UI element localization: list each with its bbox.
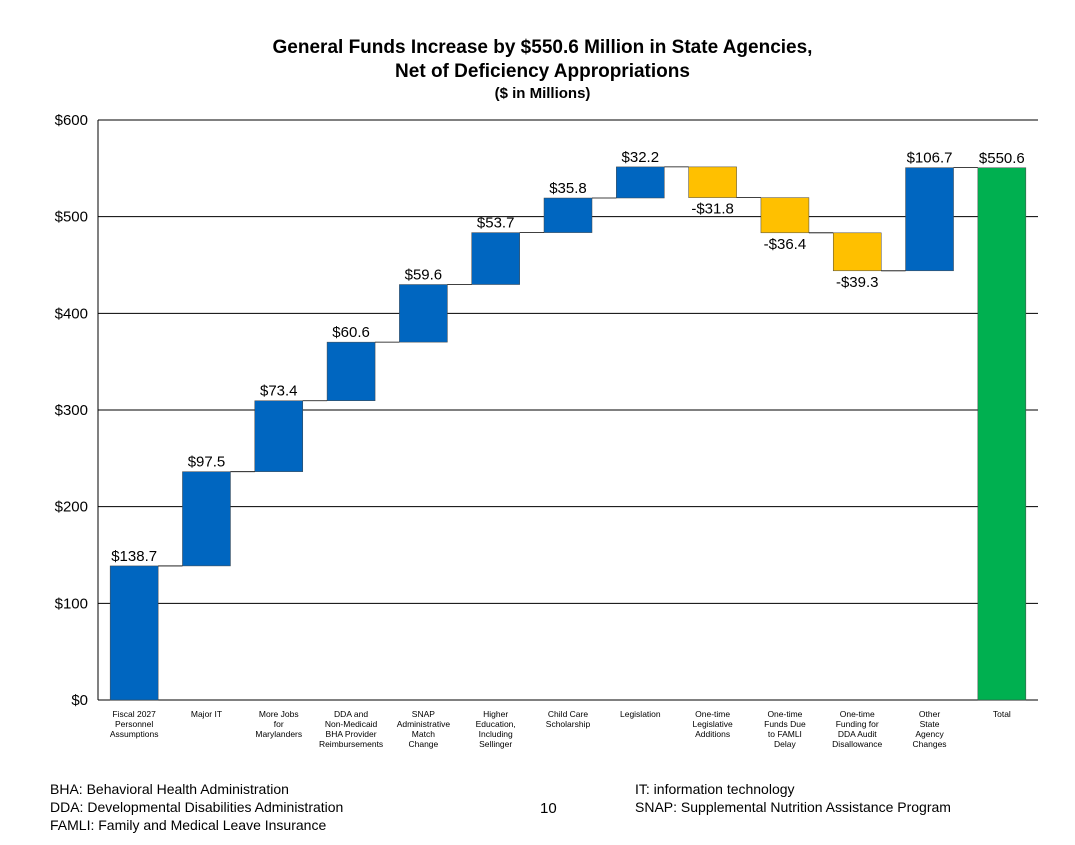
data-label: $53.7 [477, 215, 515, 232]
waterfall-bar [471, 232, 520, 285]
x-category-label: Other State Agency Changes [913, 709, 947, 749]
chart-subtitle: ($ in Millions) [494, 85, 591, 102]
x-category-label: Major IT [191, 709, 222, 719]
footer-abbreviations-left: BHA: Behavioral Health Administration DD… [50, 780, 343, 834]
x-category-label: DDA and Non-Medicaid BHA Provider Reimburse… [319, 709, 383, 749]
x-category-label: Total [993, 709, 1011, 719]
waterfall-bar [254, 400, 304, 472]
data-label: $60.6 [332, 324, 370, 341]
footer-abbrev-bha: BHA: Behavioral Health Administration [50, 781, 289, 797]
data-label: $550.6 [979, 150, 1025, 167]
x-category-label: Legislation [620, 709, 661, 719]
x-category-label: Higher Education, Including Sellinger [476, 709, 516, 749]
waterfall-bar [182, 471, 231, 567]
waterfall-bar [688, 166, 737, 198]
waterfall-bar [543, 197, 593, 233]
x-category-label: More Jobs for Marylanders [255, 709, 302, 739]
data-label: $73.4 [260, 383, 298, 400]
waterfall-bar [760, 197, 810, 234]
data-label: $32.2 [622, 149, 660, 166]
footer-abbrev-snap: SNAP: Supplemental Nutrition Assistance … [635, 799, 951, 815]
x-category-label: Child Care Scholarship [546, 709, 591, 729]
page-number: 10 [540, 800, 557, 817]
data-label: $35.8 [549, 180, 587, 197]
chart-title-line2: Net of Deficiency Appropriations [395, 61, 690, 82]
footer-abbreviations-right: IT: information technology SNAP: Supplem… [635, 780, 951, 816]
waterfall-bar [326, 341, 376, 401]
data-label: $59.6 [405, 267, 443, 284]
x-category-label: Fiscal 2027 Personnel Assumptions [110, 709, 159, 739]
x-category-label: One-time Legislative Additions [693, 709, 733, 739]
y-tick-label: $200 [55, 499, 88, 516]
waterfall-bar [832, 232, 882, 272]
footer-abbrev-famli: FAMLI: Family and Medical Leave Insuranc… [50, 817, 327, 833]
data-label: -$31.8 [691, 201, 734, 218]
y-tick-label: $600 [55, 112, 88, 129]
footer-abbrev-dda: DDA: Developmental Disabilities Administ… [50, 799, 344, 815]
y-tick-label: $500 [55, 209, 88, 226]
x-category-label: One-time Funds Due to FAMLI Delay [764, 709, 806, 749]
y-tick-label: $300 [55, 402, 88, 419]
data-label: $138.7 [111, 548, 157, 565]
y-tick-label: $100 [55, 595, 88, 612]
data-label: -$36.4 [764, 236, 807, 253]
y-tick-label: $400 [55, 305, 88, 322]
waterfall-bar [399, 284, 448, 343]
chart-title-block: General Funds Increase by $550.6 Million… [0, 36, 1075, 104]
y-tick-label: $0 [71, 692, 88, 709]
data-label: -$39.3 [836, 274, 879, 291]
footer-abbrev-it: IT: information technology [635, 781, 795, 797]
waterfall-bar [616, 166, 665, 199]
x-category-label: One-time Funding for DDA Audit Disallowance [832, 709, 882, 749]
waterfall-bar [109, 565, 159, 701]
x-category-label: SNAP Administrative Match Change [397, 709, 451, 749]
chart-title: General Funds Increase by $550.6 Million… [272, 37, 813, 58]
waterfall-bar [905, 167, 954, 272]
data-label: $106.7 [907, 150, 953, 167]
data-label: $97.5 [188, 454, 226, 471]
waterfall-bar [977, 167, 1027, 701]
